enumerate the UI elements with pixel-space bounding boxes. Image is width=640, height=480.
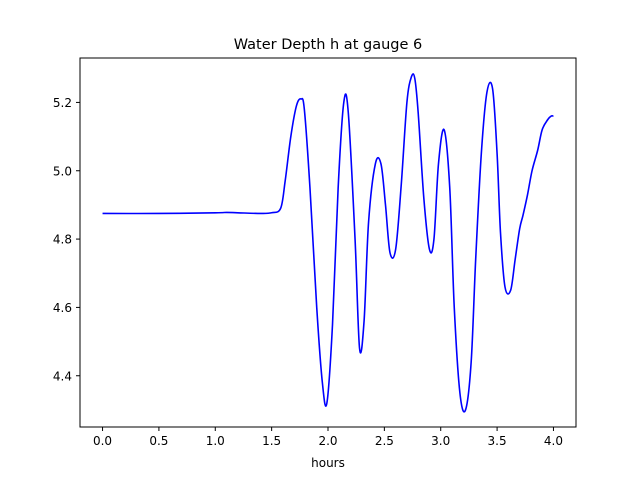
plot-area: 0.0 0.5 1.0 1.5 2.0 2.5 3.0 3.5 4.0 4.4 4.6 4.8 5.0 5… (53, 57, 577, 448)
x-axis-label: hours (311, 456, 345, 470)
y-tick-label: 4.4 (53, 369, 72, 383)
x-tick-label: 1.5 (262, 434, 281, 448)
y-tick-label: 4.6 (53, 301, 72, 315)
y-tick-label: 5.0 (53, 164, 72, 178)
x-tick-label: 0.5 (149, 434, 168, 448)
x-tick-label: 3.0 (431, 434, 450, 448)
x-tick-label: 4.0 (544, 434, 563, 448)
x-tick-label: 2.0 (318, 434, 337, 448)
x-tick-label: 2.5 (375, 434, 394, 448)
series-line-0 (102, 73, 554, 413)
x-tick-label: 3.5 (488, 434, 507, 448)
y-tick-label: 4.8 (53, 233, 72, 247)
x-tick-label: 0.0 (93, 434, 112, 448)
axes-layer: 0.0 0.5 1.0 1.5 2.0 2.5 3.0 3.5 4.0 4.4 4.6 4.8 5.0 5… (53, 57, 577, 448)
series-layer (102, 73, 554, 413)
x-tick-label: 1.0 (206, 434, 225, 448)
y-tick-label: 5.2 (53, 96, 72, 110)
chart-title: Water Depth h at gauge 6 (234, 37, 422, 53)
